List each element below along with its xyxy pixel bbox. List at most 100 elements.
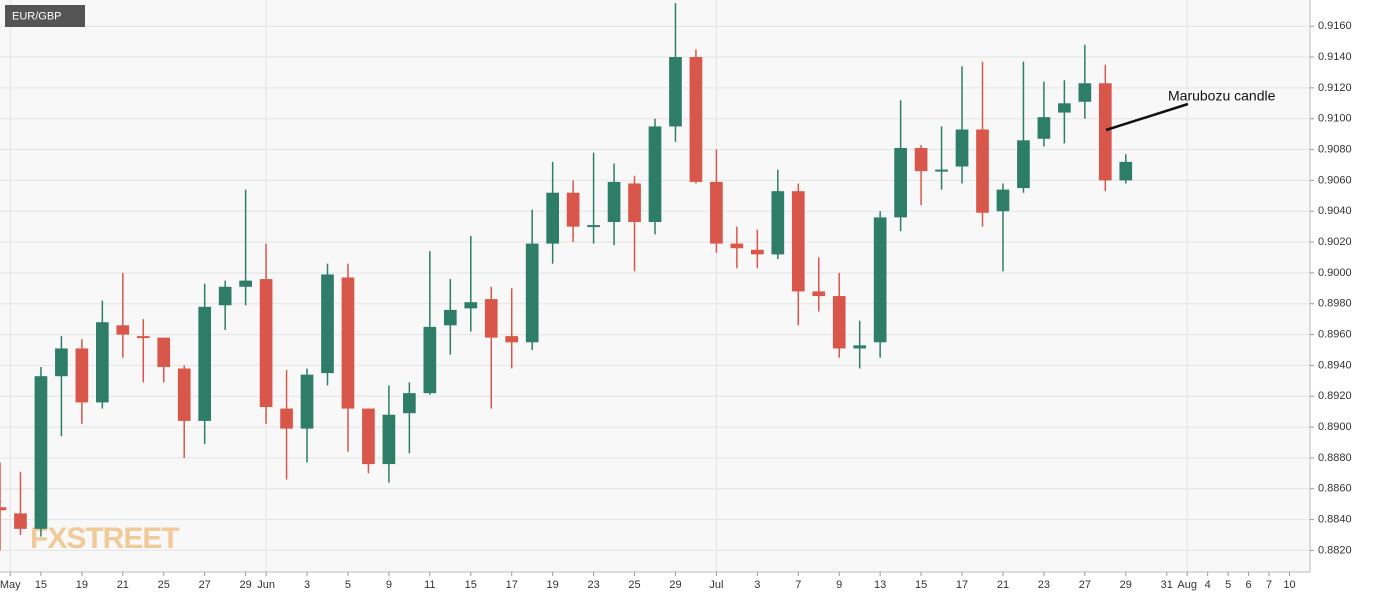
candle-body: [730, 243, 744, 249]
x-tick-label: 31: [1161, 579, 1173, 591]
y-tick-label: 0.9080: [1318, 143, 1352, 155]
y-tick-label: 0.8880: [1318, 452, 1352, 464]
candle-body: [648, 126, 662, 223]
candle-body: [832, 296, 846, 349]
candle-body: [812, 291, 826, 297]
x-tick-label: 6: [1246, 579, 1252, 591]
x-tick-label: 19: [76, 579, 88, 591]
y-tick-label: 0.9060: [1318, 174, 1352, 186]
x-tick-label: 9: [386, 579, 392, 591]
y-tick-label: 0.9000: [1318, 267, 1352, 279]
y-tick-label: 0.8920: [1318, 390, 1352, 402]
candle-body: [1037, 117, 1051, 139]
y-tick-label: 0.8940: [1318, 359, 1352, 371]
x-tick-label: 29: [669, 579, 681, 591]
x-tick-label: 19: [547, 579, 559, 591]
y-tick-label: 0.9100: [1318, 113, 1352, 125]
x-tick-label: 3: [304, 579, 310, 591]
candle-body: [1058, 103, 1071, 113]
y-tick-label: 0.8860: [1318, 483, 1352, 495]
x-tick-label: Jul: [709, 579, 723, 591]
watermark: FXSTREET: [30, 522, 179, 555]
candle-body: [689, 57, 703, 182]
candle-body: [914, 148, 928, 172]
candle-body: [403, 393, 416, 414]
candle-body: [935, 169, 948, 172]
x-tick-label: May: [0, 579, 21, 591]
x-tick-label: 21: [997, 579, 1009, 591]
x-tick-label: 27: [199, 579, 211, 591]
chart-title: EUR/GBP: [12, 10, 62, 22]
y-tick-label: 0.9140: [1318, 51, 1352, 63]
candle-body: [259, 279, 273, 408]
candles: [0, 3, 1133, 551]
candle-body: [239, 280, 252, 287]
candle-body: [95, 322, 109, 403]
x-tick-label: 4: [1205, 579, 1211, 591]
plot-area: [0, 0, 1310, 572]
candle-body: [1078, 83, 1092, 102]
candle-body: [55, 348, 68, 377]
candle-body: [791, 191, 805, 292]
x-tick-label: 3: [754, 579, 760, 591]
candle-body: [300, 374, 314, 429]
x-tick-label: 27: [1079, 579, 1091, 591]
candle-body: [996, 189, 1010, 212]
annotation: Marubozu candle: [1168, 88, 1276, 104]
candle-body: [341, 277, 355, 409]
y-tick-label: 0.8900: [1318, 421, 1352, 433]
x-tick-label: 23: [1038, 579, 1050, 591]
x-tick-label: 15: [465, 579, 477, 591]
candle-body: [362, 408, 375, 465]
candle-body: [873, 217, 887, 343]
candle-body: [136, 336, 150, 339]
x-tick-label: Aug: [1177, 579, 1197, 591]
candle-body: [628, 183, 641, 223]
annotation-line: [1105, 102, 1189, 132]
candle-body: [280, 408, 293, 429]
y-tick-label: 0.9120: [1318, 82, 1352, 94]
x-tick-label: 7: [795, 579, 801, 591]
y-tick-label: 0.8820: [1318, 544, 1352, 556]
candle-body: [157, 337, 171, 367]
y-tick-label: 0.9160: [1318, 20, 1352, 32]
candle-body: [894, 148, 907, 218]
candle-body: [976, 129, 989, 213]
x-tick-label: 5: [1225, 579, 1231, 591]
x-tick-label: 29: [1120, 579, 1132, 591]
candle-body: [566, 192, 580, 227]
candle-body: [710, 181, 723, 244]
candle-body: [955, 129, 969, 167]
candle-body: [423, 326, 437, 394]
candle-body: [505, 336, 519, 343]
candle-body: [198, 306, 212, 421]
y-tick-label: 0.8980: [1318, 298, 1352, 310]
candle-body: [607, 181, 621, 223]
candle-body: [669, 57, 682, 127]
x-tick-label: 29: [240, 579, 252, 591]
x-tick-label: 25: [628, 579, 640, 591]
candle-body: [546, 192, 560, 244]
x-tick-label: 15: [915, 579, 927, 591]
x-tick-label: 15: [35, 579, 47, 591]
x-tick-label: 13: [874, 579, 886, 591]
x-tick-label: 17: [506, 579, 518, 591]
y-tick-label: 0.9040: [1318, 205, 1352, 217]
candle-body: [116, 325, 130, 335]
x-tick-label: Jun: [257, 579, 275, 591]
candle-body: [1119, 161, 1133, 181]
candle-body: [853, 345, 867, 349]
x-tick-label: 23: [587, 579, 599, 591]
y-tick-label: 0.8840: [1318, 513, 1352, 525]
candle-body: [750, 249, 764, 255]
x-tick-label: 7: [1266, 579, 1272, 591]
candle-body: [321, 274, 334, 374]
x-tick-label: 11: [424, 579, 435, 591]
candle-body: [0, 507, 7, 511]
x-tick-label: 21: [117, 579, 129, 591]
candle-body: [382, 414, 396, 465]
candle-body: [525, 243, 539, 343]
x-tick-label: 9: [836, 579, 842, 591]
